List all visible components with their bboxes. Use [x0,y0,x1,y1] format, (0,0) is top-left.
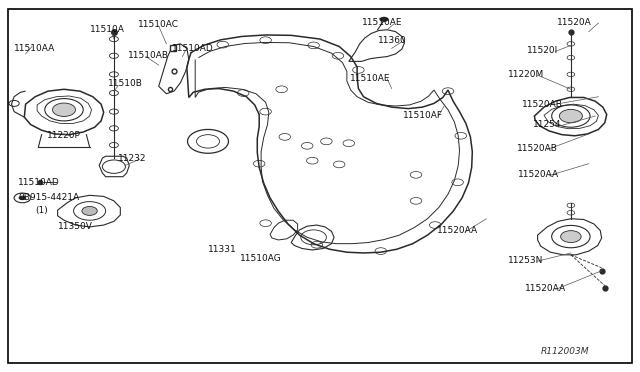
Text: 11220P: 11220P [47,131,81,140]
Circle shape [109,126,118,131]
Text: 11520AA: 11520AA [518,170,559,179]
Circle shape [567,55,575,60]
Text: 11510AE: 11510AE [362,18,402,27]
Text: 11520AB: 11520AB [517,144,558,153]
Circle shape [109,142,118,148]
Text: (1): (1) [35,206,48,215]
Text: 11510A: 11510A [90,25,124,34]
Text: 11510AC: 11510AC [138,20,179,29]
Circle shape [109,72,118,77]
Text: 11520AA: 11520AA [436,226,477,235]
Text: 11520A: 11520A [557,18,591,27]
Circle shape [559,109,582,123]
Text: 11350V: 11350V [58,222,92,231]
Circle shape [109,53,118,58]
Text: 11510AF: 11510AF [403,111,443,120]
Text: 11510AD: 11510AD [172,44,213,53]
Circle shape [567,87,575,92]
Circle shape [567,72,575,77]
Text: 11232: 11232 [118,154,147,163]
Text: 11510AB: 11510AB [128,51,169,60]
Circle shape [109,90,118,96]
Text: R112003M: R112003M [541,347,589,356]
Text: 11510AD: 11510AD [18,178,60,187]
Text: 11254: 11254 [533,120,562,129]
Circle shape [380,17,388,22]
Circle shape [52,103,76,116]
Text: 11510B: 11510B [108,79,142,88]
Text: 11520AA: 11520AA [525,284,566,293]
Text: 0B915-4421A: 0B915-4421A [18,193,79,202]
Text: 11520I: 11520I [527,46,558,55]
Text: 11510AG: 11510AG [240,254,282,263]
Circle shape [561,231,581,243]
Text: 11510AA: 11510AA [14,44,55,53]
Circle shape [19,196,26,200]
Text: 11220M: 11220M [508,70,544,79]
Circle shape [109,36,118,42]
Text: 11253N: 11253N [508,256,543,265]
Text: 11331: 11331 [208,245,237,254]
Circle shape [567,42,575,46]
Circle shape [109,109,118,114]
Text: 11520AB: 11520AB [522,100,563,109]
Text: 11360: 11360 [378,36,406,45]
Text: 11510AE: 11510AE [350,74,390,83]
Circle shape [82,206,97,215]
